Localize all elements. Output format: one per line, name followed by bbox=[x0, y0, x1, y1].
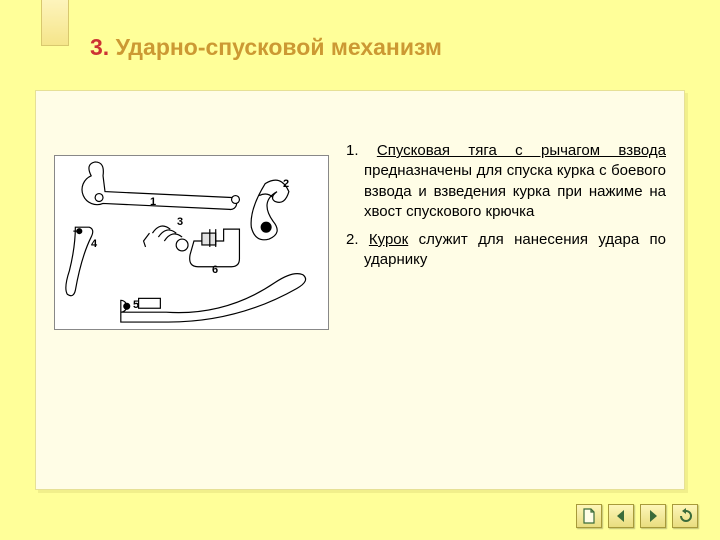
heading-number: 3. bbox=[90, 34, 109, 60]
diagram-label-4: 4 bbox=[91, 238, 97, 250]
item-term: Спусковая тяга с рычагом взвода bbox=[377, 142, 666, 159]
diagram-label-2: 2 bbox=[283, 178, 289, 190]
diagram-label-1: 1 bbox=[150, 196, 156, 208]
nav-buttons bbox=[576, 504, 698, 528]
corner-decoration bbox=[41, 0, 69, 46]
body-text: 1. Спусковая тяга с рычагом взвода предн… bbox=[346, 141, 666, 279]
return-icon bbox=[677, 508, 693, 524]
list-item: 2. Курок служит для нанесения удара по у… bbox=[346, 230, 666, 271]
nav-next-button[interactable] bbox=[640, 504, 666, 528]
slide-heading: 3. Ударно-спусковой механизм bbox=[90, 34, 442, 61]
diagram-label-6: 6 bbox=[212, 264, 218, 276]
diagram-label-3: 3 bbox=[177, 216, 183, 228]
list-item: 1. Спусковая тяга с рычагом взвода предн… bbox=[346, 141, 666, 222]
item-rest: служит для нанесения удара по ударнику bbox=[364, 231, 666, 268]
mechanism-diagram: 1 2 3 4 5 6 bbox=[54, 155, 329, 330]
chevron-right-icon bbox=[645, 508, 661, 524]
diagram-label-5: 5 bbox=[133, 299, 139, 311]
item-number: 2. bbox=[346, 231, 359, 248]
item-term: Курок bbox=[369, 231, 408, 248]
item-rest: предназначены для спуска курка с боевого… bbox=[364, 162, 666, 220]
heading-text: Ударно-спусковой механизм bbox=[116, 34, 442, 60]
nav-doc-button[interactable] bbox=[576, 504, 602, 528]
item-number: 1. bbox=[346, 142, 359, 159]
nav-return-button[interactable] bbox=[672, 504, 698, 528]
slide: 3. Ударно-спусковой механизм bbox=[0, 0, 720, 540]
chevron-left-icon bbox=[613, 508, 629, 524]
nav-prev-button[interactable] bbox=[608, 504, 634, 528]
document-icon bbox=[581, 508, 597, 524]
content-panel: 1 2 3 4 5 6 1. Спусковая тяга с рычагом … bbox=[35, 90, 685, 490]
